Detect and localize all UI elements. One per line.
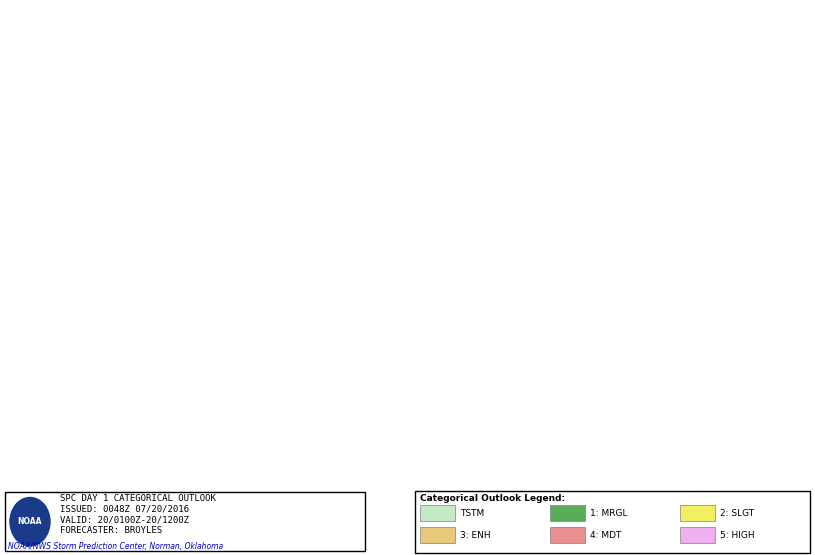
- FancyBboxPatch shape: [680, 506, 715, 521]
- Text: 3: ENH: 3: ENH: [460, 531, 491, 539]
- Text: SPC DAY 1 CATEGORICAL OUTLOOK: SPC DAY 1 CATEGORICAL OUTLOOK: [60, 493, 216, 503]
- Text: TSTM: TSTM: [460, 509, 484, 518]
- Text: ISSUED: 0048Z 07/20/2016: ISSUED: 0048Z 07/20/2016: [60, 504, 189, 513]
- FancyBboxPatch shape: [420, 527, 455, 543]
- Text: 5: HIGH: 5: HIGH: [720, 531, 755, 539]
- Text: FORECASTER: BROYLES: FORECASTER: BROYLES: [60, 526, 162, 535]
- Text: 2: SLGT: 2: SLGT: [720, 509, 754, 518]
- FancyBboxPatch shape: [550, 527, 585, 543]
- Circle shape: [10, 497, 50, 546]
- Text: NOAA: NOAA: [18, 517, 42, 526]
- FancyBboxPatch shape: [420, 506, 455, 521]
- Text: 4: MDT: 4: MDT: [590, 531, 621, 539]
- FancyBboxPatch shape: [415, 491, 810, 553]
- Text: Categorical Outlook Legend:: Categorical Outlook Legend:: [420, 493, 565, 503]
- FancyBboxPatch shape: [5, 492, 365, 551]
- Text: VALID: 20/0100Z-20/1200Z: VALID: 20/0100Z-20/1200Z: [60, 516, 189, 524]
- FancyBboxPatch shape: [680, 527, 715, 543]
- Text: 1: MRGL: 1: MRGL: [590, 509, 628, 518]
- Text: NOAA/NWS Storm Prediction Center, Norman, Oklahoma: NOAA/NWS Storm Prediction Center, Norman…: [8, 542, 223, 551]
- FancyBboxPatch shape: [550, 506, 585, 521]
